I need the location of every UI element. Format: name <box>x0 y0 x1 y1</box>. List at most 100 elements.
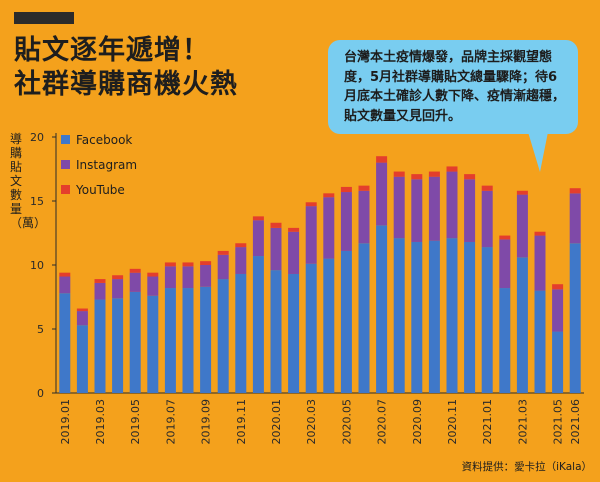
bar-facebook-2020.02 <box>288 273 300 393</box>
chart-title: 貼文逐年遞增！ 社群導購商機火熱 <box>14 34 238 102</box>
bar-facebook-2021.01 <box>481 247 493 393</box>
bar-facebook-2020.11 <box>446 238 458 393</box>
legend-swatch-youtube <box>61 185 70 194</box>
bar-youtube-2019.10 <box>217 250 229 255</box>
x-tick-label: 2019.09 <box>200 399 213 445</box>
legend-label-instagram: Instagram <box>76 158 137 172</box>
bar-youtube-2019.08 <box>182 262 194 267</box>
legend-swatch-instagram <box>61 160 70 169</box>
y-tick-label: 15 <box>30 195 44 208</box>
x-tick-label: 2019.07 <box>164 399 177 445</box>
bar-youtube-2019.11 <box>235 243 247 248</box>
x-tick-label: 2020.01 <box>270 399 283 445</box>
x-tick-label: 2019.11 <box>235 399 248 445</box>
bar-facebook-2019.11 <box>235 273 247 393</box>
bar-instagram-2021.02 <box>499 239 511 289</box>
bar-facebook-2021.02 <box>499 288 511 393</box>
bar-instagram-2021.03 <box>516 194 528 258</box>
bar-instagram-2019.06 <box>147 276 159 296</box>
bar-youtube-2020.11 <box>446 166 458 172</box>
bar-youtube-2019.05 <box>129 268 141 273</box>
x-tick-label: 2019.01 <box>59 399 72 445</box>
bar-youtube-2021.04 <box>534 231 546 236</box>
bar-instagram-2019.02 <box>76 311 88 326</box>
x-tick-label: 2020.09 <box>411 399 424 445</box>
legend-swatch-facebook <box>61 135 70 144</box>
bar-youtube-2020.04 <box>323 193 335 198</box>
bar-facebook-2021.03 <box>516 257 528 393</box>
bar-instagram-2020.04 <box>323 197 335 259</box>
bar-instagram-2021.04 <box>534 235 546 291</box>
bar-youtube-2020.10 <box>428 171 440 177</box>
x-tick-label: 2019.05 <box>129 399 142 445</box>
bar-instagram-2019.07 <box>164 266 176 289</box>
bar-instagram-2020.10 <box>428 176 440 241</box>
bar-facebook-2021.05 <box>552 331 564 393</box>
bar-instagram-2021.01 <box>481 190 493 248</box>
bar-youtube-2021.02 <box>499 235 511 240</box>
bar-youtube-2019.04 <box>112 275 124 280</box>
x-tick-label: 2020.11 <box>446 399 459 445</box>
bar-instagram-2019.05 <box>129 272 141 292</box>
x-tick-label: 2020.03 <box>305 399 318 445</box>
callout-bubble <box>328 40 578 134</box>
x-tick-label: 2020.07 <box>376 399 389 445</box>
bar-instagram-2019.03 <box>94 282 106 300</box>
y-tick-label: 10 <box>30 259 44 272</box>
data-source: 資料提供：愛卡拉（iKala） <box>461 461 592 473</box>
bar-facebook-2019.06 <box>147 295 159 393</box>
bar-instagram-2020.01 <box>270 227 282 271</box>
x-tick-label: 2021.06 <box>569 399 582 445</box>
bar-instagram-2021.06 <box>569 193 581 244</box>
bar-instagram-2019.11 <box>235 247 247 274</box>
y-tick-label: 0 <box>37 387 44 400</box>
bar-facebook-2021.06 <box>569 243 581 393</box>
bar-youtube-2020.06 <box>358 185 370 191</box>
x-tick-label: 2021.05 <box>552 399 565 445</box>
bar-youtube-2020.02 <box>288 227 300 232</box>
bar-facebook-2019.05 <box>129 291 141 393</box>
bar-youtube-2019.09 <box>200 261 212 265</box>
bar-youtube-2021.06 <box>569 188 581 194</box>
bar-facebook-2019.04 <box>112 298 124 393</box>
bar-instagram-2020.02 <box>288 231 300 274</box>
bar-youtube-2021.05 <box>552 284 564 290</box>
bar-youtube-2019.06 <box>147 272 159 277</box>
bar-instagram-2020.11 <box>446 171 458 239</box>
callout-text: 台灣本土疫情爆發，品牌主採觀望態度，5月社群導購貼文總量驟降；待6月底本土確診人… <box>344 50 566 124</box>
bar-instagram-2021.05 <box>552 289 564 332</box>
bar-facebook-2019.02 <box>76 325 88 393</box>
bar-facebook-2020.07 <box>376 225 388 393</box>
bar-instagram-2020.05 <box>340 192 352 251</box>
bar-youtube-2019.02 <box>76 308 88 312</box>
y-tick-label: 5 <box>37 323 44 336</box>
x-tick-label: 2019.03 <box>94 399 107 445</box>
title-line-1: 貼文逐年遞增！ <box>14 35 210 66</box>
bar-facebook-2020.08 <box>393 238 405 393</box>
bar-facebook-2020.06 <box>358 243 370 393</box>
bar-youtube-2019.07 <box>164 262 176 267</box>
bar-youtube-2020.05 <box>340 186 352 193</box>
bar-instagram-2019.04 <box>112 279 124 299</box>
y-tick-label: 20 <box>30 131 44 144</box>
bar-instagram-2020.07 <box>376 162 388 226</box>
bar-instagram-2019.09 <box>200 265 212 287</box>
title-line-2: 社群導購商機火熱 <box>14 69 238 100</box>
bar-facebook-2020.05 <box>340 250 352 393</box>
bar-instagram-2019.10 <box>217 254 229 280</box>
bar-instagram-2020.12 <box>464 179 476 242</box>
bar-facebook-2020.12 <box>464 241 476 393</box>
x-tick-label: 2021.03 <box>516 399 529 445</box>
bar-facebook-2021.04 <box>534 290 546 393</box>
bar-youtube-2020.07 <box>376 156 388 163</box>
bar-instagram-2020.09 <box>411 179 423 242</box>
bar-facebook-2019.08 <box>182 288 194 393</box>
bar-youtube-2019.01 <box>59 272 71 277</box>
bar-instagram-2020.08 <box>393 176 405 239</box>
bar-facebook-2019.12 <box>252 256 264 393</box>
bar-facebook-2020.04 <box>323 258 335 393</box>
bar-facebook-2020.09 <box>411 241 423 393</box>
legend-label-youtube: YouTube <box>75 183 125 197</box>
bar-youtube-2020.09 <box>411 174 423 180</box>
